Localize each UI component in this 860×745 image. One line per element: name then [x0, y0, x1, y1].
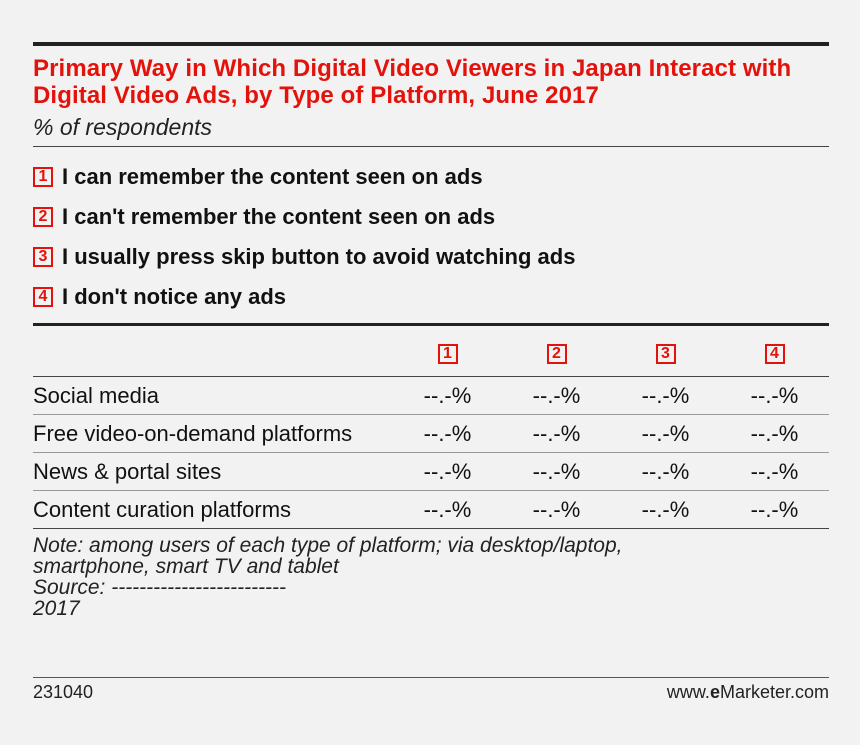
year-line: 2017 [33, 597, 80, 620]
cell-value: --.-% [611, 490, 720, 529]
cell-value: --.-% [611, 376, 720, 415]
table-row: News & portal sites --.-% --.-% --.-% --… [33, 452, 829, 491]
brand-suffix: .com [789, 682, 829, 702]
source-line: Source: ------------------------- [33, 576, 287, 599]
brand-prefix: www. [666, 682, 710, 702]
top-rule [33, 42, 829, 46]
row-label: News & portal sites [33, 452, 393, 491]
table-row: Free video-on-demand platforms --.-% --.… [33, 414, 829, 453]
footer: 231040 www.eMarketer.com [33, 677, 829, 703]
cell-value: --.-% [393, 490, 502, 529]
cell-value: --.-% [393, 376, 502, 415]
column-header-3: 3 [611, 326, 720, 377]
legend-key-4: 4 [33, 287, 53, 307]
table-header-row: 1 2 3 4 [33, 326, 829, 377]
column-key-4: 4 [764, 344, 785, 364]
legend-item-4: 4 I don't notice any ads [33, 277, 829, 317]
header-spacer [33, 326, 393, 377]
divider [33, 146, 829, 147]
legend-key-3: 3 [33, 247, 53, 267]
legend-key-1: 1 [33, 167, 53, 187]
chart-title: Primary Way in Which Digital Video Viewe… [33, 55, 792, 109]
table-row: Content curation platforms --.-% --.-% -… [33, 490, 829, 529]
row-label: Free video-on-demand platforms [33, 414, 393, 453]
cell-value: --.-% [393, 452, 502, 491]
legend-item-2: 2 I can't remember the content seen on a… [33, 197, 829, 237]
cell-value: --.-% [720, 490, 829, 529]
brand-e: e [709, 682, 720, 702]
cell-value: --.-% [611, 452, 720, 491]
column-header-2: 2 [502, 326, 611, 377]
chart-subtitle: % of respondents [33, 114, 213, 140]
cell-value: --.-% [393, 414, 502, 453]
cell-value: --.-% [502, 414, 611, 453]
chart-container: Primary Way in Which Digital Video Viewe… [33, 42, 829, 619]
column-key-2: 2 [546, 344, 567, 364]
cell-value: --.-% [502, 452, 611, 491]
cell-value: --.-% [720, 452, 829, 491]
table-top-rule [33, 323, 829, 326]
cell-value: --.-% [502, 490, 611, 529]
row-label: Content curation platforms [33, 490, 393, 529]
column-key-3: 3 [655, 344, 676, 364]
legend-label-2: I can't remember the content seen on ads [62, 204, 496, 229]
table-row: Social media --.-% --.-% --.-% --.-% [33, 376, 829, 415]
cell-value: --.-% [502, 376, 611, 415]
data-table: 1 2 3 4 Social media --.-% --.-% --.-% -… [33, 326, 829, 529]
legend-item-3: 3 I usually press skip button to avoid w… [33, 237, 829, 277]
legend-key-2: 2 [33, 207, 53, 227]
note-line: smartphone, smart TV and tablet [33, 555, 339, 578]
row-label: Social media [33, 376, 393, 415]
legend-item-1: 1 I can remember the content seen on ads [33, 157, 829, 197]
chart-note: Note: among users of each type of platfo… [33, 535, 829, 619]
column-header-1: 1 [393, 326, 502, 377]
column-key-1: 1 [437, 344, 458, 364]
brand-name: Marketer [719, 682, 790, 702]
cell-value: --.-% [611, 414, 720, 453]
column-header-4: 4 [720, 326, 829, 377]
chart-id: 231040 [33, 682, 94, 702]
legend-label-3: I usually press skip button to avoid wat… [62, 244, 576, 269]
cell-value: --.-% [720, 414, 829, 453]
note-line: Note: among users of each type of platfo… [33, 534, 623, 557]
legend-label-4: I don't notice any ads [62, 284, 287, 309]
legend-label-1: I can remember the content seen on ads [62, 164, 483, 189]
legend: 1 I can remember the content seen on ads… [33, 157, 829, 317]
brand-link[interactable]: www.eMarketer.com [667, 682, 829, 703]
cell-value: --.-% [720, 376, 829, 415]
